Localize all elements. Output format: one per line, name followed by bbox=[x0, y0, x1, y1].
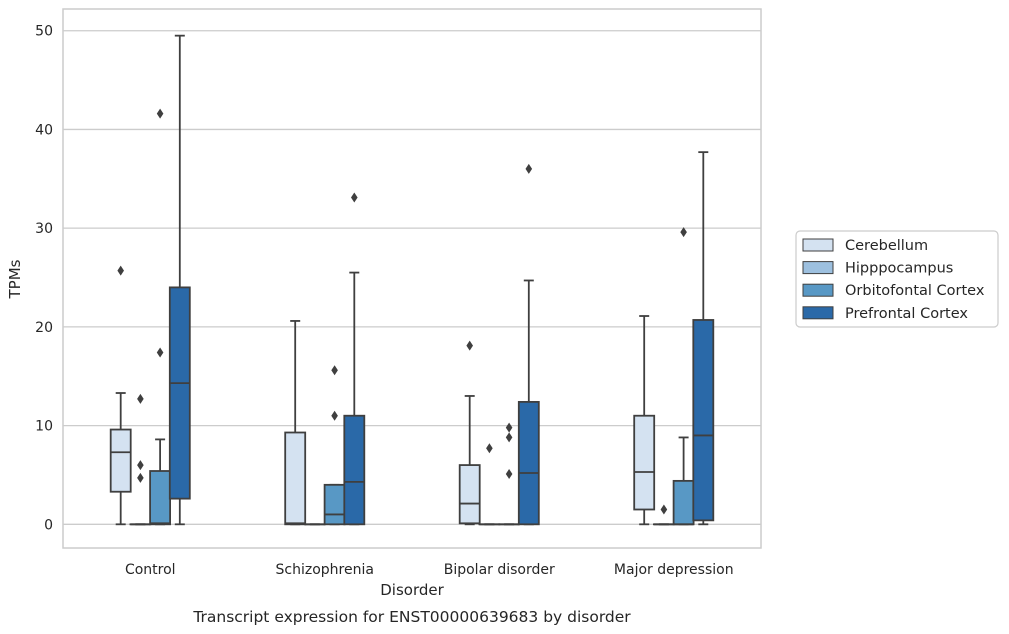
iqr-box bbox=[168, 286, 191, 500]
legend-swatch bbox=[802, 306, 834, 320]
outlier-point bbox=[525, 163, 533, 174]
outlier-point bbox=[486, 443, 493, 454]
legend-swatch bbox=[802, 238, 834, 252]
box-hipppocampus bbox=[478, 443, 501, 526]
outlier-point bbox=[505, 432, 513, 443]
box-cerebellum bbox=[284, 320, 307, 526]
box-prefrontal-cortex bbox=[168, 34, 191, 526]
legend-item: Orbitofontal Cortex bbox=[802, 283, 985, 299]
x-tick-labels: Control Schizophrenia Bipolar disorder Majo… bbox=[125, 562, 734, 578]
y-tick-label: 0 bbox=[44, 517, 53, 533]
iqr-box bbox=[458, 464, 481, 525]
legend-label: Hipppocampus bbox=[845, 261, 953, 277]
x-tick-label: Control bbox=[125, 562, 176, 578]
y-tick-labels: 0 10 20 30 40 50 bbox=[35, 24, 53, 534]
legend-item: Cerebellum bbox=[802, 238, 928, 254]
legend-swatch bbox=[802, 283, 834, 297]
outlier-point bbox=[505, 422, 513, 433]
y-tick-label: 30 bbox=[35, 221, 53, 237]
outlier-point bbox=[137, 460, 144, 471]
legend-frame bbox=[795, 230, 999, 328]
box-orbitofontal-cortex bbox=[498, 422, 521, 526]
legend-swatch bbox=[802, 261, 834, 275]
iqr-box bbox=[109, 428, 132, 493]
legend: Cerebellum Hipppocampus Orbitofontal Corte… bbox=[795, 230, 999, 328]
y-tick-label: 10 bbox=[35, 419, 53, 435]
box-hipppocampus bbox=[129, 393, 152, 526]
box-cerebellum bbox=[109, 265, 132, 526]
outlier-point bbox=[680, 227, 687, 238]
outlier-point bbox=[331, 410, 338, 421]
legend-item: Prefrontal Cortex bbox=[802, 306, 968, 322]
iqr-box bbox=[633, 414, 656, 511]
y-tick-label: 40 bbox=[35, 122, 53, 138]
legend-label: Prefrontal Cortex bbox=[845, 306, 968, 322]
legend-label: Cerebellum bbox=[845, 238, 928, 254]
x-axis-label: Disorder bbox=[380, 581, 444, 599]
legend-item: Hipppocampus bbox=[802, 261, 953, 277]
x-tick-label: Schizophrenia bbox=[276, 562, 374, 578]
x-tick-label: Bipolar disorder bbox=[444, 562, 555, 578]
grid-lines bbox=[63, 30, 761, 525]
iqr-box bbox=[284, 431, 307, 526]
box-orbitofontal-cortex bbox=[323, 365, 346, 526]
box-prefrontal-cortex bbox=[517, 163, 540, 526]
chart-caption: Transcript expression for ENST0000063968… bbox=[192, 608, 631, 626]
box-orbitofontal-cortex bbox=[672, 227, 695, 526]
y-axis-label: TPMs bbox=[6, 259, 24, 299]
iqr-box bbox=[343, 414, 366, 526]
outlier-point bbox=[117, 265, 124, 276]
outlier-point bbox=[156, 108, 164, 119]
box-orbitofontal-cortex bbox=[149, 108, 172, 526]
box-prefrontal-cortex bbox=[343, 192, 366, 526]
iqr-box bbox=[692, 319, 715, 522]
iqr-box bbox=[323, 483, 346, 526]
box-cerebellum bbox=[633, 315, 656, 526]
outlier-point bbox=[351, 192, 358, 203]
y-tick-label: 20 bbox=[35, 320, 53, 336]
box-hipppocampus bbox=[653, 504, 675, 526]
outlier-point bbox=[660, 504, 668, 515]
iqr-box bbox=[149, 470, 172, 526]
outlier-point bbox=[505, 468, 513, 479]
x-tick-label: Major depression bbox=[614, 562, 734, 578]
outlier-point bbox=[137, 472, 144, 483]
iqr-box bbox=[517, 400, 540, 526]
plot-frame bbox=[62, 8, 762, 549]
box-prefrontal-cortex bbox=[692, 151, 715, 526]
y-tick-label: 50 bbox=[35, 24, 53, 40]
iqr-box bbox=[672, 479, 695, 526]
outlier-point bbox=[466, 340, 473, 351]
legend-label: Orbitofontal Cortex bbox=[845, 283, 985, 299]
box-plot-area bbox=[109, 34, 715, 526]
outlier-point bbox=[331, 365, 338, 376]
box-cerebellum bbox=[458, 340, 481, 526]
outlier-point bbox=[137, 393, 144, 404]
outlier-point bbox=[156, 347, 164, 358]
